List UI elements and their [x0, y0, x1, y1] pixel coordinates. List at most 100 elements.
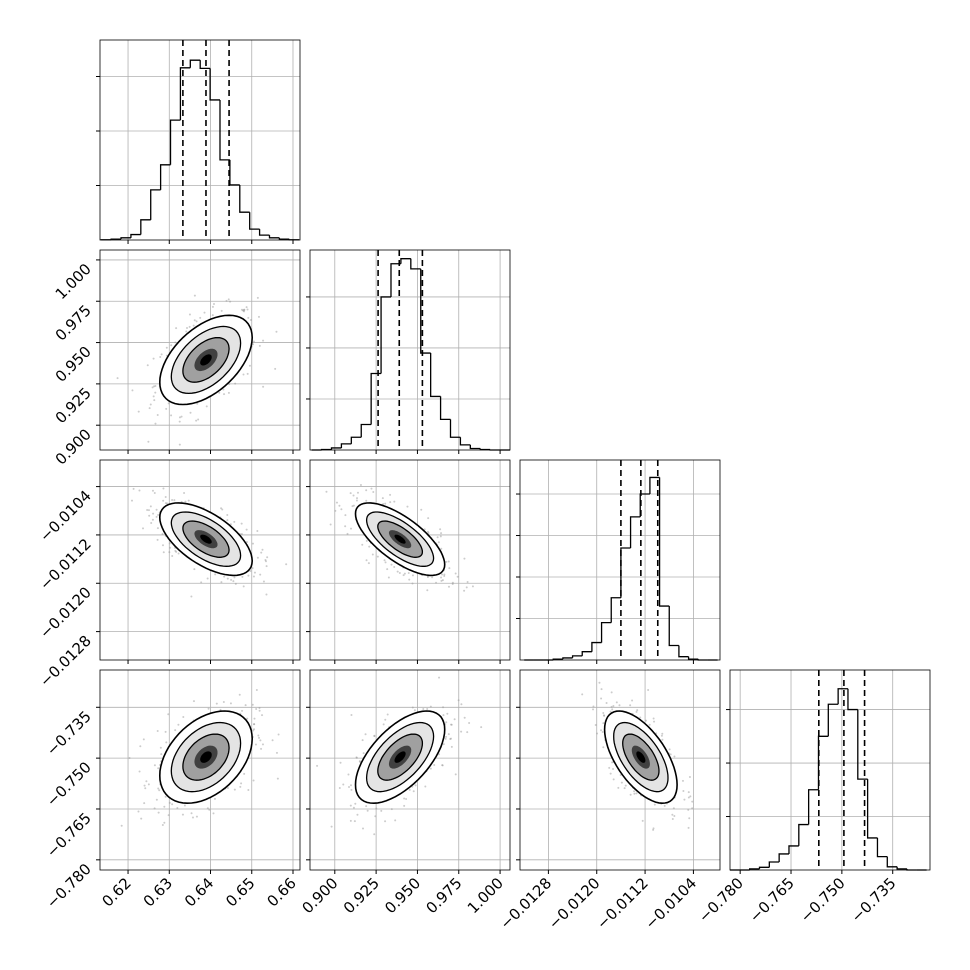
histogram-step [420, 268, 431, 354]
sample-point [243, 772, 246, 775]
histogram-step [199, 60, 211, 69]
histogram-step [390, 263, 401, 297]
sample-point [384, 718, 387, 721]
x-tick-label: −0.780 [695, 874, 747, 926]
sample-point [435, 581, 438, 584]
sample-point [256, 529, 259, 532]
sample-point [176, 806, 179, 809]
sample-point [158, 789, 161, 792]
sample-point [691, 800, 694, 803]
sample-point [362, 827, 365, 830]
histogram-step [778, 853, 789, 862]
sample-point [223, 575, 226, 578]
sample-point [349, 819, 352, 822]
x-tick-label: 0.65 [222, 874, 258, 910]
sample-point [206, 807, 209, 810]
sample-point [258, 709, 261, 712]
sample-point [384, 561, 387, 564]
sample-point [130, 499, 133, 502]
sample-point [375, 807, 378, 810]
sample-point [190, 812, 193, 815]
sample-point [175, 327, 178, 330]
sample-point [245, 306, 248, 309]
histogram-step [629, 516, 641, 548]
sample-point [161, 824, 164, 827]
sample-point [411, 574, 414, 577]
histogram-step [120, 237, 131, 240]
sample-point [171, 803, 174, 806]
sample-point [153, 807, 156, 810]
sample-point [195, 419, 198, 422]
sample-point [592, 708, 595, 711]
sample-point [169, 546, 172, 549]
histogram-step [278, 237, 290, 240]
sample-point [350, 527, 353, 530]
sample-point [160, 353, 163, 356]
sample-point [468, 721, 471, 724]
sample-point [390, 808, 393, 811]
sample-point [156, 538, 159, 541]
sample-point [653, 720, 656, 723]
sample-point [645, 719, 648, 722]
sample-point [364, 733, 367, 736]
histogram-step [459, 437, 471, 446]
sample-point [151, 518, 154, 521]
sample-point [152, 512, 155, 515]
sample-point [229, 300, 232, 303]
histogram-step [479, 448, 491, 451]
histogram-step [847, 688, 858, 711]
x-tick-label: 0.64 [181, 874, 217, 910]
sample-point [246, 717, 249, 720]
sample-point [334, 509, 337, 512]
sample-point [247, 316, 250, 319]
sample-point [610, 691, 613, 694]
sample-point [406, 505, 409, 508]
sample-point [471, 585, 474, 588]
sample-point [142, 527, 145, 530]
sample-point [600, 688, 603, 691]
x-tick-label: −0.765 [746, 874, 798, 926]
sample-point [359, 483, 362, 486]
sample-point [168, 542, 171, 545]
sample-point [249, 319, 252, 322]
panel-frame [99, 459, 301, 661]
sample-point [390, 563, 393, 566]
sample-point [234, 382, 237, 385]
sample-point [457, 699, 460, 702]
panel-frame [519, 669, 721, 871]
sample-point [602, 711, 605, 714]
sample-point [648, 723, 651, 726]
sample-point [132, 487, 135, 490]
sample-point [211, 305, 214, 308]
sample-point [252, 340, 255, 343]
sample-point [366, 809, 369, 812]
sample-point [420, 508, 423, 511]
y-tick-label: −0.765 [43, 809, 95, 861]
sample-point [448, 567, 451, 570]
sample-point [128, 756, 131, 759]
sample-point [153, 764, 156, 767]
sample-point [441, 579, 444, 582]
sample-point [260, 747, 263, 750]
sample-point [243, 310, 246, 313]
sample-point [668, 748, 671, 751]
sample-point [262, 339, 265, 342]
sample-point [355, 499, 358, 502]
x-tick-label: 0.975 [422, 874, 465, 917]
sample-point [248, 364, 251, 367]
sample-point [193, 568, 196, 571]
sample-point [178, 420, 181, 423]
sample-point [641, 819, 644, 822]
sample-point [623, 787, 626, 790]
sample-point [445, 560, 448, 563]
sample-point [603, 714, 606, 717]
sample-point [143, 802, 146, 805]
sample-point [137, 410, 140, 413]
sample-point [356, 491, 359, 494]
sample-point [189, 411, 192, 414]
sample-point [258, 706, 261, 709]
sample-point [329, 523, 332, 526]
sample-point [262, 385, 265, 388]
x-tick-label: 0.66 [263, 874, 299, 910]
